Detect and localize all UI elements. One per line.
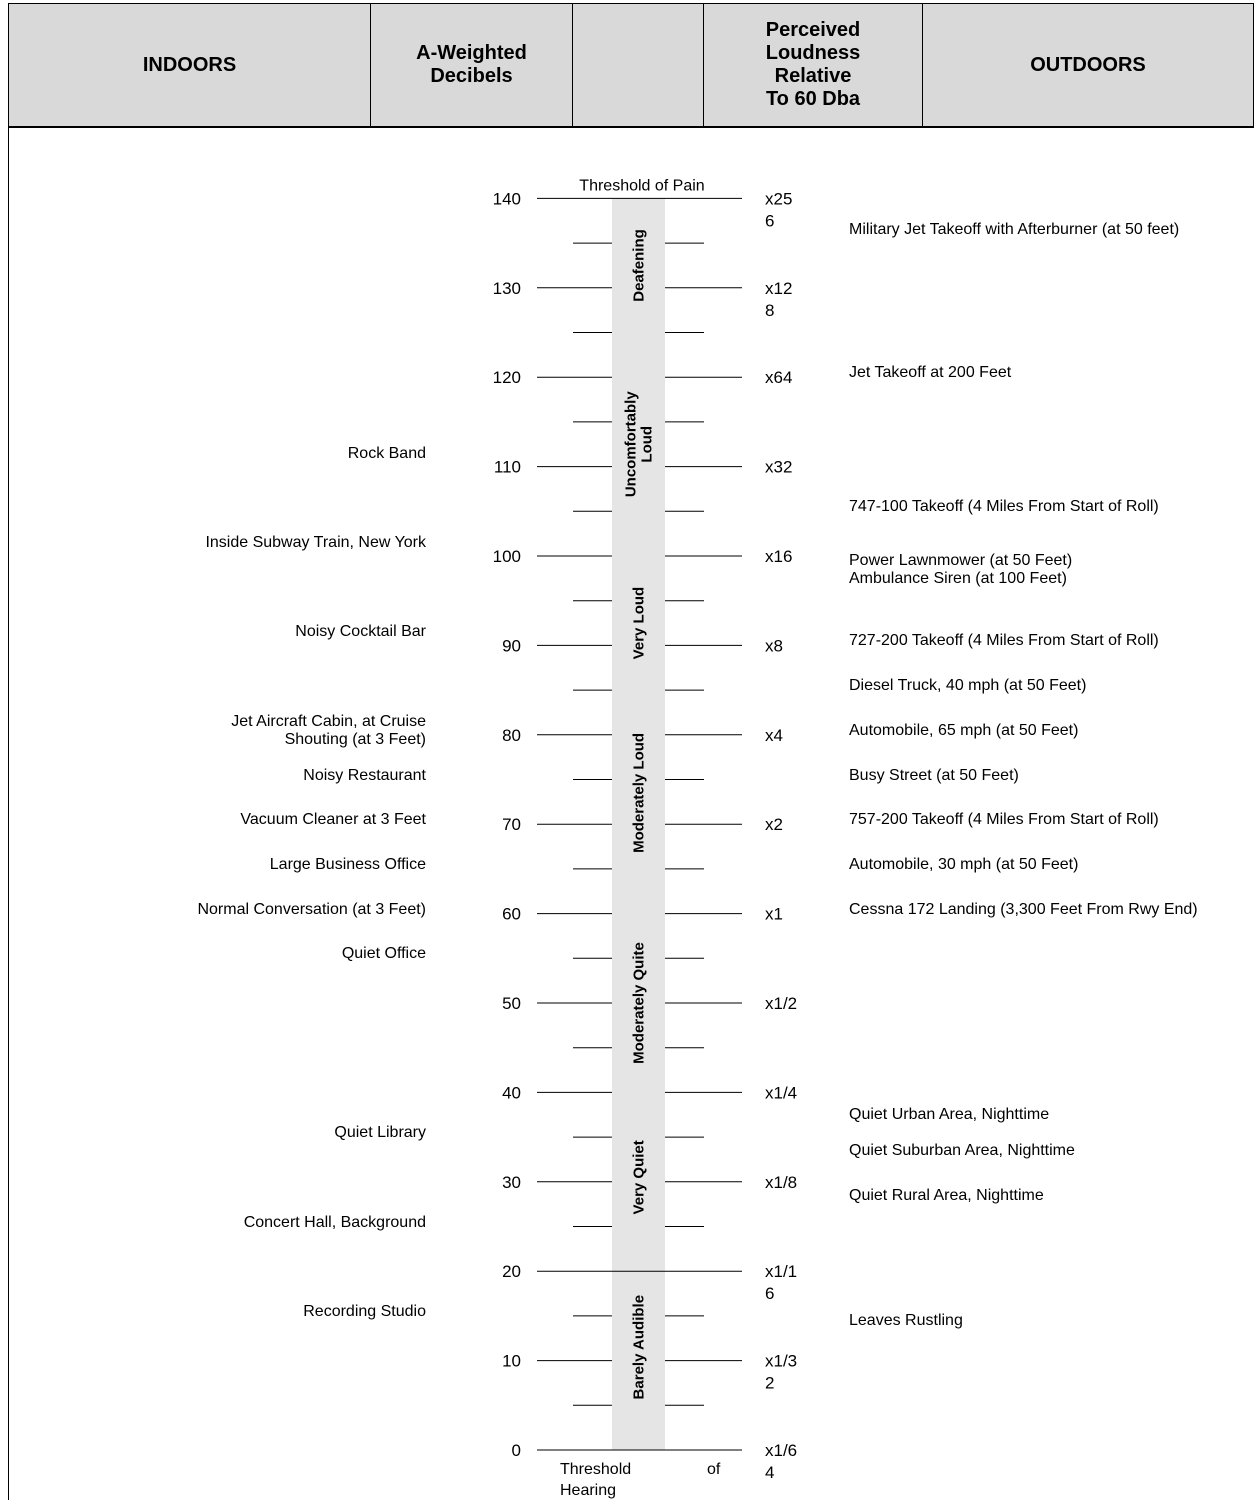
loudness-multiplier: 6 [765,1284,774,1303]
loudness-multiplier: x25 [765,189,792,208]
db-tick-label: 70 [502,815,521,834]
loudness-multiplier: x8 [765,636,783,655]
band-label: Deafening [631,229,648,302]
outdoor-source: Quiet Suburban Area, Nighttime [849,1141,1075,1159]
outdoor-source: Cessna 172 Landing (3,300 Feet From Rwy … [849,900,1198,918]
indoors-heading: INDOORS [142,53,237,76]
band-label: Moderately Loud [631,733,648,853]
table-header: INDOORS A-Weighted Decibels Perceived Lo… [8,3,1254,128]
header-decibels: A-Weighted Decibels [371,4,573,126]
band-label: Uncomfortably [623,391,640,498]
band-label: Loud [639,426,656,463]
loudness-multiplier: x1/3 [765,1352,797,1371]
outdoor-source: Ambulance Siren (at 100 Feet) [849,569,1067,587]
db-tick-label: 10 [502,1352,521,1371]
loudness-multiplier: x1 [765,905,783,924]
band-label: Barely Audible [631,1295,648,1399]
indoor-source: Normal Conversation (at 3 Feet) [197,900,426,918]
band-label: Moderately Quite [631,942,648,1064]
band-label: Very Quiet [631,1140,648,1214]
loudness-multiplier: x1/2 [765,994,797,1013]
decibels-heading-line1: A-Weighted [416,42,527,64]
header-indoors: INDOORS [9,4,371,126]
loudness-multiplier: x1/1 [765,1262,797,1281]
threshold-of-pain-label: Threshold of Pain [579,177,704,194]
db-tick-label: 20 [502,1262,521,1281]
outdoors-heading: OUTDOORS [1030,53,1146,76]
header-loudness: Perceived Loudness Relative To 60 Dba [704,4,923,126]
outdoor-source: Power Lawnmower (at 50 Feet) [849,551,1073,569]
indoor-source: Inside Subway Train, New York [205,534,426,552]
outdoor-source: 727-200 Takeoff (4 Miles From Start of R… [849,632,1159,650]
band-label: Very Loud [631,587,648,660]
db-tick-label: 40 [502,1083,521,1102]
scale-bar [612,198,665,1450]
loudness-multiplier: x1/8 [765,1173,797,1192]
loudness-heading-line4: To 60 Dba [765,88,861,110]
db-tick-label: 50 [502,994,521,1013]
indoor-source: Large Business Office [269,855,426,873]
outdoor-source: 747-100 Takeoff (4 Miles From Start of R… [849,498,1159,516]
indoor-source: Concert Hall, Background [243,1213,426,1231]
db-tick-label: 110 [494,458,521,477]
outdoor-source: Quiet Rural Area, Nighttime [849,1186,1044,1204]
loudness-heading-line3: Relative [774,65,852,87]
decibels-heading-line2: Decibels [430,65,513,87]
db-tick-label: 60 [502,905,521,924]
indoor-source: Shouting (at 3 Feet) [284,730,426,748]
table-left-border [8,128,9,1500]
loudness-multiplier: x4 [765,726,783,745]
db-tick-label: 130 [493,279,521,298]
db-tick-label: 30 [502,1173,521,1192]
loudness-multiplier: x32 [765,458,792,477]
indoor-source: Noisy Cocktail Bar [295,623,426,641]
indoor-source: Recording Studio [303,1302,426,1320]
db-tick-label: 100 [493,547,521,566]
db-tick-label: 80 [502,726,521,745]
loudness-multiplier: x12 [765,279,792,298]
threshold-of-hearing-label: Threshold [560,1461,631,1478]
indoor-source: Quiet Library [334,1124,426,1142]
threshold-of-hearing-label: Hearing [560,1482,616,1499]
outdoor-source: Diesel Truck, 40 mph (at 50 Feet) [849,677,1087,695]
outdoor-source: Quiet Urban Area, Nighttime [849,1106,1050,1124]
loudness-multiplier: x1/6 [765,1441,797,1460]
loudness-multiplier: 2 [765,1374,774,1393]
indoor-source: Vacuum Cleaner at 3 Feet [240,811,426,829]
loudness-multiplier: x64 [765,368,792,387]
loudness-heading-line1: Perceived [765,19,861,41]
loudness-multiplier: x16 [765,547,792,566]
db-tick-label: 120 [493,368,521,387]
loudness-multiplier: x1/4 [765,1083,797,1102]
loudness-multiplier: 6 [765,211,774,230]
db-tick-label: 90 [502,636,521,655]
db-tick-label: 140 [493,189,521,208]
indoor-source: Rock Band [347,444,426,462]
indoor-source: Jet Aircraft Cabin, at Cruise [231,712,426,730]
outdoor-source: Leaves Rustling [849,1311,963,1329]
outdoor-source: 757-200 Takeoff (4 Miles From Start of R… [849,811,1159,829]
loudness-multiplier: 8 [765,301,774,320]
loudness-heading-line2: Loudness [765,42,861,64]
threshold-of-hearing-label: of [707,1461,721,1478]
outdoor-source: Military Jet Takeoff with Afterburner (a… [849,221,1180,239]
db-tick-label: 0 [512,1441,521,1460]
loudness-multiplier: x2 [765,815,783,834]
outdoor-source: Automobile, 30 mph (at 50 Feet) [849,855,1079,873]
indoor-source: Noisy Restaurant [303,766,426,784]
header-blank [573,4,704,126]
header-outdoors: OUTDOORS [923,4,1253,126]
outdoor-source: Jet Takeoff at 200 Feet [849,364,1012,382]
outdoor-source: Busy Street (at 50 Feet) [849,766,1019,784]
outdoor-source: Automobile, 65 mph (at 50 Feet) [849,721,1079,739]
loudness-multiplier: 4 [765,1463,774,1482]
indoor-source: Quiet Office [341,945,426,963]
